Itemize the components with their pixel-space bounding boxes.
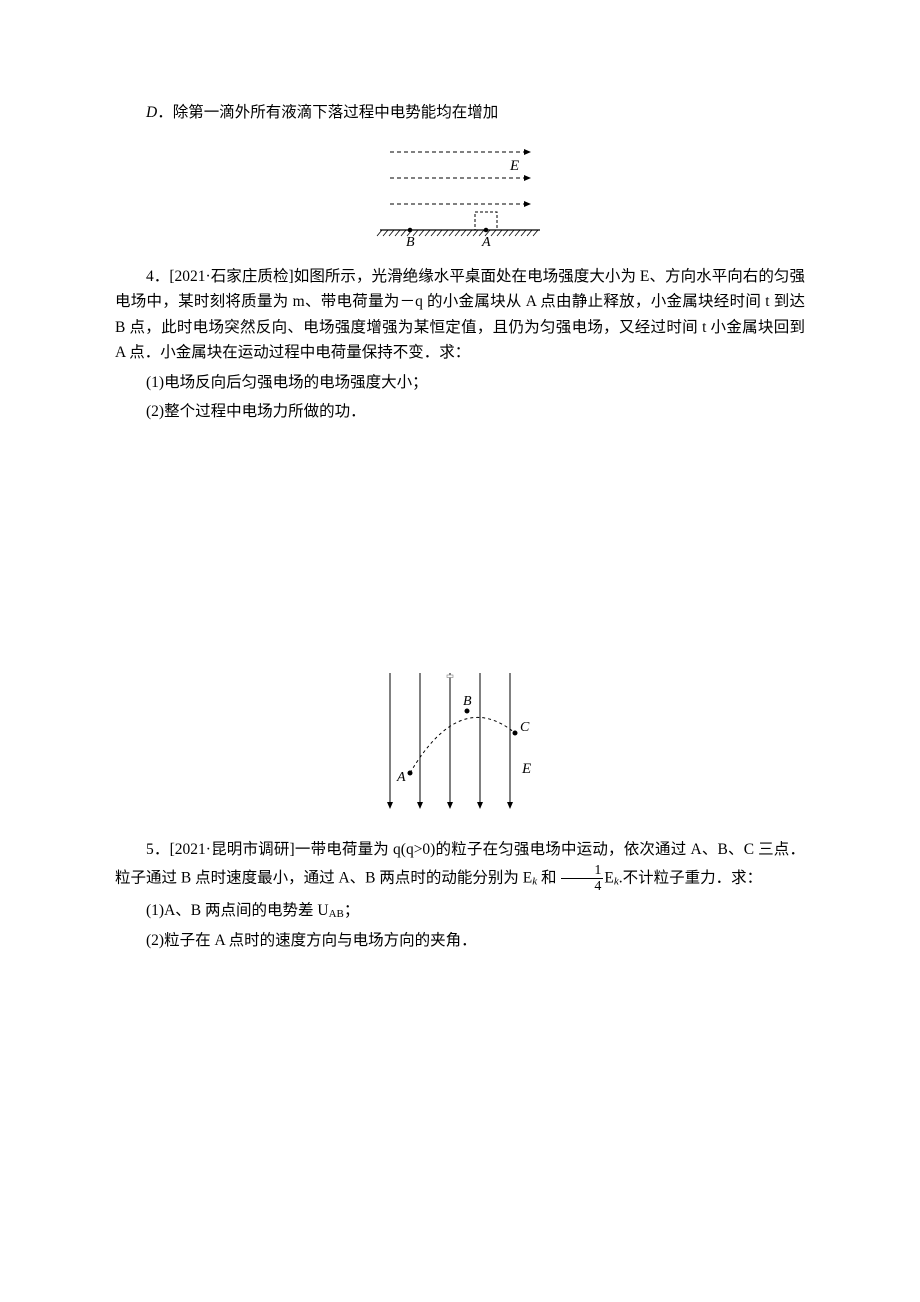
option-label-d: D: [146, 104, 157, 121]
fig2-B-label: B: [463, 694, 472, 709]
q5-part1-sub: AB: [329, 908, 344, 920]
q4-body: 4．[2021·石家庄质检]如图所示，光滑绝缘水平桌面处在电场强度大小为 E、方…: [115, 264, 805, 366]
q5-source: [2021·昆明市调研]: [170, 841, 295, 858]
q3-option-d: D．除第一滴外所有液滴下落过程中电势能均在增加: [115, 100, 805, 126]
figure-2-svg: A B C E: [355, 663, 565, 823]
q5-frac-den: 4: [561, 878, 603, 894]
q5-text-b: 和: [537, 869, 560, 886]
fig2-C-label: C: [520, 720, 530, 735]
page: D．除第一滴外所有液滴下落过程中电势能均在增加 E: [0, 0, 920, 1302]
option-text-d: ．除第一滴外所有液滴下落过程中电势能均在增加: [157, 104, 498, 121]
q4-source: [2021·石家庄质检]: [169, 268, 293, 285]
fig1-B-label: B: [406, 235, 415, 250]
q5-text-c: .不计粒子重力．求：: [619, 869, 762, 886]
q5-number: 5．: [146, 841, 170, 858]
q5-fraction: 14: [561, 863, 603, 895]
q4-part2: (2)整个过程中电场力所做的功．: [115, 399, 805, 425]
figure-1-svg: E B: [360, 140, 560, 250]
answer-space-1: [115, 429, 805, 649]
figure-2: A B C E: [115, 663, 805, 823]
q5-body: 5．[2021·昆明市调研]一带电荷量为 q(q>0)的粒子在匀强电场中运动，依…: [115, 837, 805, 894]
fig2-E-label: E: [521, 761, 531, 777]
q5-part2: (2)粒子在 A 点时的速度方向与电场方向的夹角．: [115, 928, 805, 954]
figure-1: E B: [115, 140, 805, 250]
q4-number: 4．: [146, 268, 169, 285]
q5-part1-tail: ；: [344, 902, 360, 919]
fig1-E-label: E: [509, 158, 519, 174]
fig1-A-label: A: [481, 235, 491, 250]
fig2-A-label: A: [396, 770, 406, 785]
q5-part1: (1)A、B 两点间的电势差 UAB；: [115, 898, 805, 924]
q5-frac-num: 1: [561, 863, 603, 878]
q5-part1-text: (1)A、B 两点间的电势差 U: [146, 902, 329, 919]
q4-part1: (1)电场反向后匀强电场的电场强度大小；: [115, 370, 805, 396]
